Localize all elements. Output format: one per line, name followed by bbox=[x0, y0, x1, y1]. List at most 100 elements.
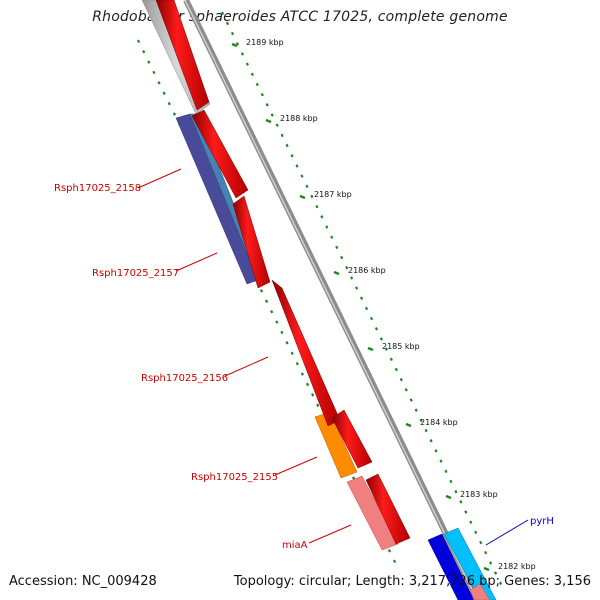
gc-dot bbox=[270, 309, 274, 314]
gc-dot bbox=[498, 581, 503, 585]
kbp-ticks: 2189 kbp 2188 kbp 2187 kbp 2186 kbp 2185 kbp… bbox=[231, 38, 536, 572]
gc-dot bbox=[245, 62, 249, 66]
gc-dot bbox=[459, 500, 463, 504]
gc-dot bbox=[369, 316, 374, 321]
cds-cyan[interactable] bbox=[443, 527, 497, 600]
cds-red-2[interactable] bbox=[191, 109, 249, 199]
gc-dot bbox=[305, 382, 310, 387]
gene-leader-line bbox=[308, 524, 352, 544]
gc-dot bbox=[316, 403, 320, 407]
gc-dot bbox=[162, 91, 166, 95]
gc-dot bbox=[424, 428, 428, 433]
gc-dot bbox=[464, 510, 468, 514]
cds-blue[interactable] bbox=[427, 533, 475, 600]
gc-dot bbox=[295, 164, 299, 168]
gene-labels: Rsph17025_2158 Rsph17025_2157 Rsph17025_21… bbox=[54, 168, 554, 551]
gene-label-Rsph17025_2156[interactable]: Rsph17025_2156 bbox=[141, 373, 228, 384]
gc-dot bbox=[290, 154, 294, 158]
gc-dot bbox=[311, 393, 315, 397]
cds-red-6[interactable] bbox=[365, 473, 411, 545]
gc-dot bbox=[325, 225, 329, 229]
gc-dot bbox=[264, 299, 269, 303]
gc-dot bbox=[147, 60, 151, 64]
gc-dot bbox=[240, 52, 244, 56]
gc-dot bbox=[479, 540, 483, 545]
kbp-tick-label: 2183 kbp bbox=[460, 490, 498, 499]
gc-dot bbox=[374, 327, 379, 331]
gc-dot bbox=[142, 49, 146, 54]
gc-dot bbox=[259, 289, 264, 293]
gc-dot bbox=[489, 561, 493, 565]
gc-dot bbox=[280, 133, 284, 138]
gc-dot bbox=[389, 357, 393, 362]
gc-dot bbox=[265, 103, 269, 107]
gc-dot bbox=[280, 330, 284, 335]
kbp-tick-label: 2184 kbp bbox=[420, 418, 458, 427]
gc-dot bbox=[449, 479, 453, 484]
gene-leader-line bbox=[175, 252, 218, 272]
kbp-tick-label: 2185 kbp bbox=[382, 342, 420, 351]
gc-dot bbox=[320, 215, 324, 219]
gene-label-Rsph17025_2157[interactable]: Rsph17025_2157 bbox=[92, 268, 179, 279]
kbp-tick-label: 2182 kbp bbox=[498, 562, 536, 571]
kbp-tick-mark bbox=[405, 422, 412, 428]
cds-pink-2[interactable] bbox=[469, 583, 491, 600]
gene-leader-line bbox=[137, 168, 182, 189]
gc-dot bbox=[136, 39, 141, 43]
gc-dot bbox=[300, 174, 304, 178]
gene-leader-line bbox=[274, 456, 318, 476]
kbp-tick-mark bbox=[445, 494, 452, 500]
gc-dot bbox=[414, 408, 418, 412]
kbp-tick-mark bbox=[483, 566, 490, 572]
gc-dot bbox=[350, 276, 354, 280]
gc-dot bbox=[285, 341, 289, 345]
gc-dot bbox=[290, 351, 294, 355]
gc-dot bbox=[300, 372, 304, 376]
cds-red-1[interactable] bbox=[155, 0, 210, 111]
gene-label-Rsph17025_2158[interactable]: Rsph17025_2158 bbox=[54, 183, 141, 194]
gc-dot bbox=[392, 559, 397, 563]
kbp-tick-mark bbox=[231, 42, 238, 48]
gc-dot bbox=[444, 469, 448, 473]
cds-red-3[interactable] bbox=[232, 195, 271, 289]
gc-dot bbox=[260, 92, 264, 97]
gc-dot bbox=[454, 489, 458, 494]
gc-dot bbox=[255, 82, 259, 87]
gc-dot bbox=[394, 367, 398, 372]
kbp-tick-label: 2188 kbp bbox=[280, 114, 318, 123]
gene-label-Rsph17025_2155[interactable]: Rsph17025_2155 bbox=[191, 472, 278, 483]
cds-red-5[interactable] bbox=[331, 409, 373, 469]
gc-dot bbox=[355, 286, 359, 290]
gc-dot bbox=[359, 296, 364, 300]
gc-dot bbox=[230, 31, 235, 36]
gc-dot bbox=[270, 113, 274, 117]
gc-dot bbox=[315, 204, 319, 209]
gc-dot bbox=[387, 549, 392, 553]
kbp-tick-label: 2187 kbp bbox=[314, 190, 352, 199]
gc-dot bbox=[305, 184, 309, 188]
gene-label-pyrH[interactable]: pyrH bbox=[530, 516, 554, 527]
gc-dot bbox=[172, 112, 176, 116]
gc-dot bbox=[409, 398, 413, 402]
gc-dot bbox=[429, 439, 433, 443]
gc-dot bbox=[330, 235, 334, 239]
kbp-tick-mark bbox=[333, 270, 340, 276]
genome-backbone-highlight bbox=[184, 0, 478, 600]
gc-dot bbox=[434, 449, 438, 453]
gc-dot bbox=[220, 11, 225, 15]
gc-dot bbox=[494, 571, 498, 575]
gc-dot bbox=[285, 143, 289, 148]
cds-pink[interactable] bbox=[346, 475, 399, 551]
gc-dot bbox=[157, 81, 161, 85]
gene-label-miaA[interactable]: miaA bbox=[282, 540, 308, 551]
gc-dot bbox=[275, 320, 279, 324]
gc-content-dots-outer bbox=[220, 11, 503, 585]
gc-dot bbox=[250, 72, 254, 77]
gc-dot bbox=[484, 551, 488, 555]
gc-dot bbox=[474, 530, 478, 535]
gc-dot bbox=[340, 255, 344, 260]
kbp-tick-mark bbox=[265, 118, 272, 124]
gc-dot bbox=[225, 21, 230, 26]
genome-backbone bbox=[183, 0, 481, 600]
